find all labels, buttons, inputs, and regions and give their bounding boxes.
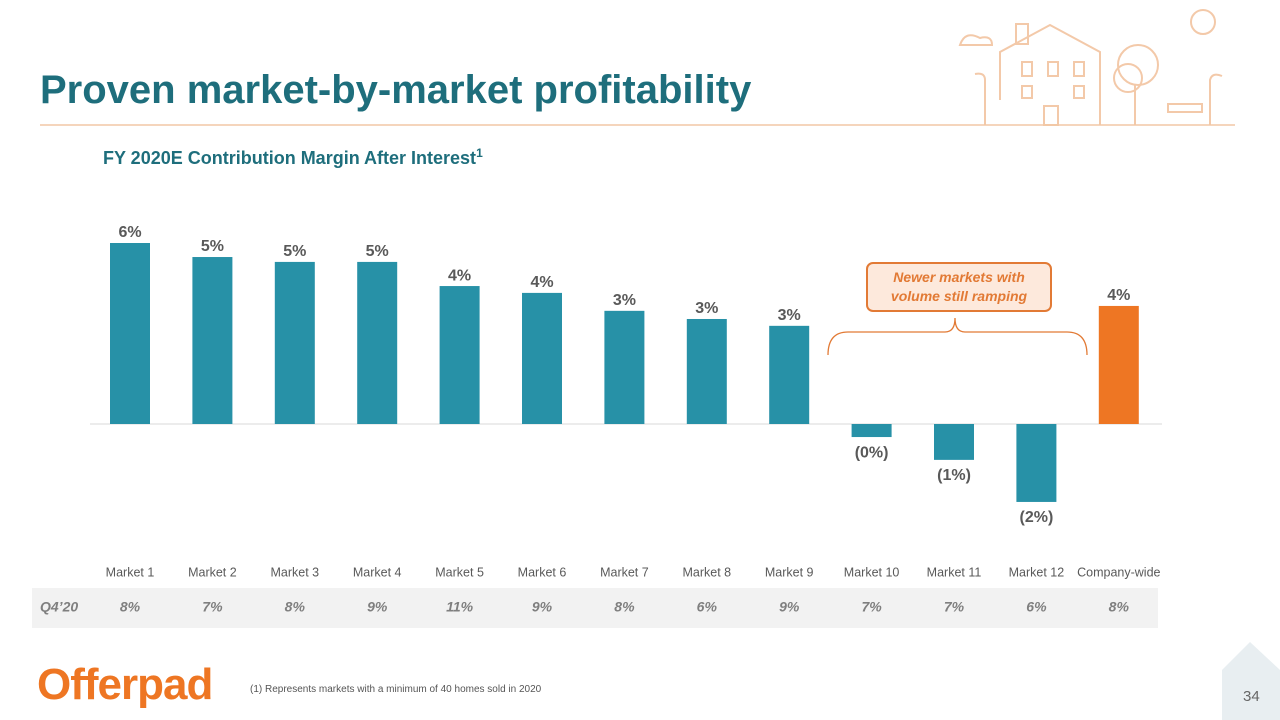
value-label: 4%: [1107, 287, 1130, 304]
table-cell: 11%: [446, 599, 474, 615]
table-cell: 9%: [367, 599, 388, 615]
x-tick-label: Market 7: [600, 565, 649, 579]
bar: [1016, 424, 1057, 502]
value-label: 5%: [366, 243, 389, 260]
value-label: 6%: [118, 224, 141, 241]
bar: [274, 261, 315, 424]
brace: [827, 317, 1088, 356]
chart-title: FY 2020E Contribution Margin After Inter…: [103, 148, 477, 168]
x-tick-label: Company-wide: [1077, 565, 1160, 579]
value-label: 5%: [201, 238, 224, 255]
table-cell: 8%: [614, 599, 635, 615]
bar: [357, 261, 398, 424]
table-cell: 7%: [861, 599, 882, 615]
x-tick-label: Market 6: [518, 565, 567, 579]
footnote-marker: 1: [476, 146, 483, 160]
table-cell: 8%: [120, 599, 141, 615]
value-label: (0%): [855, 444, 889, 461]
bar: [1098, 305, 1139, 424]
x-tick-label: Market 10: [844, 565, 900, 579]
x-tick-label: Market 4: [353, 565, 402, 579]
bar: [110, 243, 150, 424]
x-tick-label: Market 2: [188, 565, 237, 579]
value-label: 4%: [448, 267, 471, 284]
table-cell: 9%: [779, 599, 800, 615]
value-label: 4%: [530, 274, 553, 291]
x-tick-label: Market 9: [765, 565, 814, 579]
bar: [934, 424, 974, 460]
value-label: 5%: [283, 243, 306, 260]
bar: [686, 318, 727, 424]
value-label: (2%): [1020, 509, 1054, 526]
value-label: 3%: [778, 307, 801, 324]
page-number: 34: [1243, 688, 1260, 705]
table-cell: 9%: [532, 599, 553, 615]
bar: [192, 257, 233, 424]
annotation: Newer markets with volume still ramping: [866, 262, 1052, 312]
slide-title: Proven market-by-market profitability: [40, 68, 752, 112]
bar: [439, 286, 480, 424]
table-cell: 7%: [202, 599, 223, 615]
x-tick-label: Market 3: [270, 565, 319, 579]
table-row-label: Q4’20: [40, 599, 78, 615]
x-tick-label: Market 8: [682, 565, 731, 579]
table-cell: 8%: [1109, 599, 1130, 615]
table-cell: 8%: [285, 599, 306, 615]
bar: [851, 424, 892, 438]
value-label: 3%: [613, 292, 636, 309]
value-label: 3%: [695, 300, 718, 317]
table-cell: 6%: [697, 599, 718, 615]
table-cell: 6%: [1026, 599, 1047, 615]
logo: Offerpad: [37, 660, 213, 709]
x-tick-label: Market 1: [106, 565, 155, 579]
bar: [604, 310, 645, 424]
bar: [522, 292, 562, 424]
x-tick-label: Market 5: [435, 565, 484, 579]
corner-shape: [1222, 642, 1280, 720]
x-tick-label: Market 11: [927, 565, 982, 579]
bar: [769, 325, 810, 424]
table-row-bg: [32, 588, 1158, 628]
table-cell: 7%: [944, 599, 965, 615]
x-tick-label: Market 12: [1009, 565, 1065, 579]
value-label: (1%): [937, 467, 971, 484]
chart-title-wrap: FY 2020E Contribution Margin After Inter…: [103, 146, 483, 169]
house-illustration: [958, 9, 1223, 126]
footnote: (1) Represents markets with a minimum of…: [250, 684, 542, 695]
